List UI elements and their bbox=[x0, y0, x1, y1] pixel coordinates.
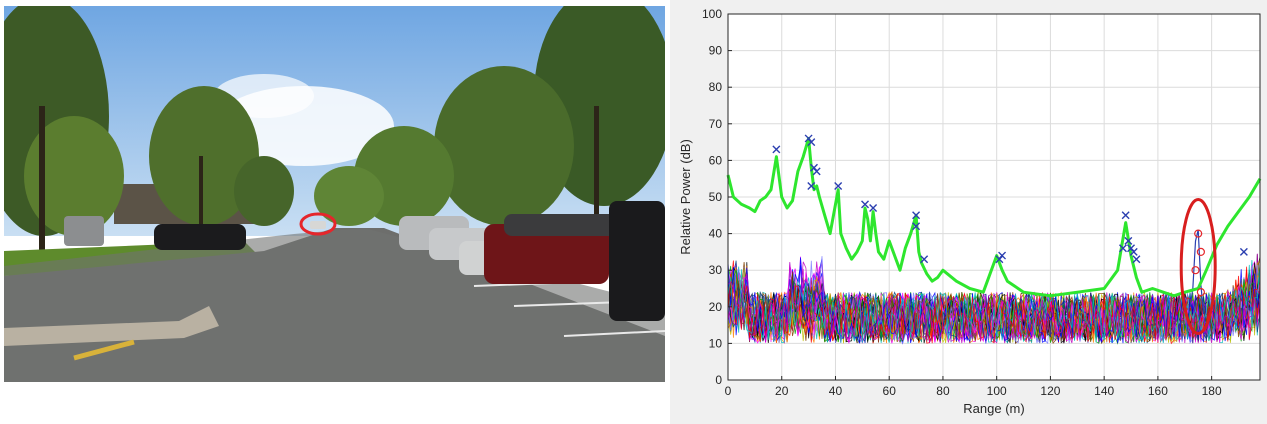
y-tick-label: 100 bbox=[702, 7, 722, 21]
range-power-chart: 0 20 40 60 80 100 120 140 160 180 0 10 20 30 40 50 60 70 8… bbox=[678, 7, 1262, 416]
tree bbox=[24, 116, 124, 236]
x-tick-label: 100 bbox=[987, 384, 1007, 398]
peak-o-marker bbox=[1196, 288, 1205, 297]
x-tick-label: 160 bbox=[1148, 384, 1168, 398]
y-tick-label: 70 bbox=[709, 117, 723, 131]
x-tick-label: 80 bbox=[936, 384, 950, 398]
x-axis-title: Range (m) bbox=[963, 401, 1024, 416]
parking-line bbox=[513, 301, 625, 307]
peak-x-marker bbox=[920, 255, 929, 264]
peak-x-marker bbox=[772, 145, 781, 154]
distant-car bbox=[310, 221, 326, 229]
x-tick-label: 180 bbox=[1202, 384, 1222, 398]
peak-x-marker bbox=[1121, 211, 1130, 220]
peak-x-marker bbox=[869, 203, 878, 212]
x-tick-label: 60 bbox=[883, 384, 897, 398]
range-plot-panel: 0 20 40 60 80 100 120 140 160 180 0 10 20 30 40 50 60 70 8… bbox=[670, 0, 1267, 424]
car bbox=[64, 216, 104, 246]
peak-x-marker bbox=[995, 255, 1004, 264]
tree bbox=[434, 66, 574, 226]
noise-trace bbox=[727, 261, 1261, 344]
parking-line bbox=[73, 339, 135, 361]
y-tick-label: 30 bbox=[709, 263, 723, 277]
y-tick-label: 90 bbox=[709, 44, 723, 58]
car bbox=[609, 201, 665, 321]
peak-x-marker bbox=[1124, 236, 1133, 245]
parking-lot-photo bbox=[4, 6, 665, 382]
peak-x-marker bbox=[807, 182, 816, 191]
x-tick-label: 40 bbox=[829, 384, 843, 398]
peak-o-marker bbox=[1194, 229, 1203, 238]
y-tick-label: 50 bbox=[709, 190, 723, 204]
envelope-series-line bbox=[726, 136, 1262, 298]
y-tick-label: 0 bbox=[715, 373, 722, 387]
car bbox=[154, 224, 246, 250]
peak-o-marker bbox=[1191, 266, 1200, 275]
peak-x-marker bbox=[861, 200, 870, 209]
peak-x-marker bbox=[1239, 247, 1248, 256]
x-tick-label: 0 bbox=[725, 384, 732, 398]
x-tick-label: 140 bbox=[1094, 384, 1114, 398]
peak-o-marker bbox=[1196, 247, 1205, 256]
target-highlight-circle bbox=[299, 212, 337, 236]
tree bbox=[314, 166, 384, 226]
target-highlight-ellipse bbox=[1179, 198, 1217, 336]
parking-line bbox=[563, 330, 665, 337]
peak-x-marker bbox=[1129, 247, 1138, 256]
tree bbox=[149, 86, 259, 226]
tree-trunk bbox=[594, 106, 599, 226]
y-tick-label: 10 bbox=[709, 336, 723, 350]
peak-x-marker bbox=[912, 211, 921, 220]
curb bbox=[4, 306, 219, 346]
peak-x-marker bbox=[912, 222, 921, 231]
noise-trace bbox=[727, 264, 1261, 344]
peak-x-marker bbox=[812, 167, 821, 176]
y-axis-title: Relative Power (dB) bbox=[678, 139, 693, 255]
x-tick-label: 120 bbox=[1040, 384, 1060, 398]
car bbox=[484, 224, 609, 284]
y-tick-label: 60 bbox=[709, 153, 723, 167]
peak-x-marker bbox=[807, 138, 816, 147]
tree-trunk bbox=[199, 156, 203, 226]
y-tick-label: 20 bbox=[709, 300, 723, 314]
peak-x-marker bbox=[1118, 244, 1127, 253]
x-tick-label: 20 bbox=[775, 384, 789, 398]
car bbox=[504, 214, 624, 236]
peak-x-marker bbox=[834, 182, 843, 191]
peak-x-marker bbox=[1132, 255, 1141, 264]
y-tick-label: 40 bbox=[709, 227, 723, 241]
tree bbox=[234, 156, 294, 226]
tree-trunk bbox=[39, 106, 45, 256]
y-tick-label: 80 bbox=[709, 80, 723, 94]
